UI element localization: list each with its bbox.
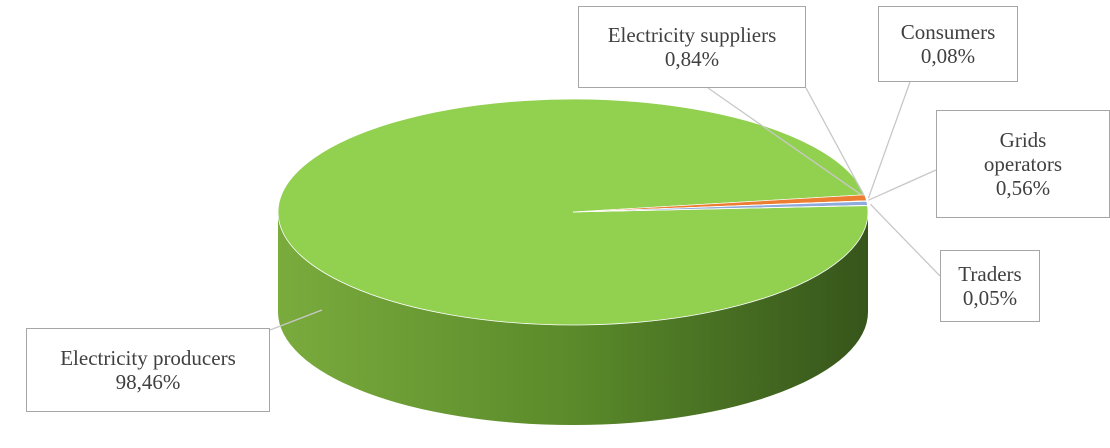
slice-value: 0,84% (664, 47, 720, 71)
slice-label: Electricity suppliers (607, 23, 777, 47)
callout-traders: Traders 0,05% (940, 250, 1040, 322)
leader-consumers (867, 81, 911, 199)
leader-electricity-producers (269, 309, 323, 331)
slice-label: Grids operators (983, 128, 1063, 176)
slice-label: Electricity producers (60, 346, 236, 370)
slice-label: Consumers (900, 20, 996, 44)
callout-consumers: Consumers 0,08% (878, 6, 1018, 82)
leader-traders (869, 203, 941, 277)
slice-value: 0,56% (995, 176, 1051, 200)
pie-slice-traders (572, 204, 868, 213)
callout-electricity-suppliers: Electricity suppliers 0,84% (578, 6, 806, 88)
pie-side-wall (278, 212, 868, 425)
leader-grids-operators (868, 169, 937, 201)
pie-side-wall-electricity-producers (278, 212, 868, 425)
slice-value: 0,08% (920, 44, 976, 68)
callout-grids-operators: Grids operators 0,56% (936, 110, 1110, 218)
leader-lines (269, 81, 941, 331)
callout-electricity-producers: Electricity producers 98,46% (26, 328, 270, 412)
leader-electricity-suppliers (707, 87, 861, 195)
slice-value: 0,05% (962, 286, 1018, 310)
leader-electricity-suppliers-2 (805, 87, 865, 197)
slice-value: 98,46% (115, 370, 181, 394)
slice-label: Traders (958, 262, 1022, 286)
pie-top-face (277, 98, 869, 326)
